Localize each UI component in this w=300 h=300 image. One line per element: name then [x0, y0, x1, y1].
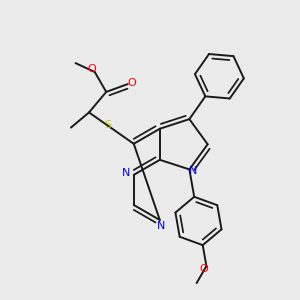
- Text: O: O: [87, 64, 96, 74]
- Text: S: S: [104, 120, 111, 130]
- Text: O: O: [200, 264, 208, 274]
- Text: N: N: [157, 221, 166, 231]
- Text: O: O: [127, 78, 136, 88]
- Text: N: N: [188, 166, 197, 176]
- Text: N: N: [122, 168, 130, 178]
